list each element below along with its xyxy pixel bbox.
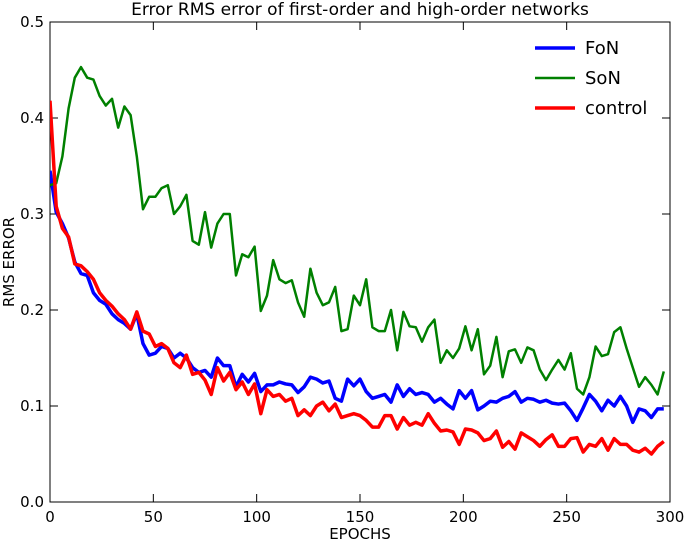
x-axis-title: EPOCHS [329, 525, 391, 540]
y-axis-title: RMS ERROR [0, 217, 18, 307]
x-tick-label: 100 [242, 508, 271, 526]
series-line-son [50, 65, 666, 396]
plot-frame [49, 21, 671, 503]
legend-label-son: SoN [585, 68, 621, 89]
series-layer [50, 65, 666, 456]
chart-title: Error RMS error of first-order and high-… [131, 0, 589, 20]
y-tick-label: 0.0 [20, 493, 44, 511]
y-tick-label: 0.2 [20, 301, 44, 319]
x-tick-label: 50 [144, 508, 163, 526]
legend-label-fon: FoN [585, 38, 619, 59]
axis-ticks: 0 50 100 150 200 250 300 0.0 0.1 0.2 0.3 0.4 0.5 [20, 13, 684, 526]
y-tick-label: 0.4 [20, 109, 44, 127]
y-tick-label: 0.5 [20, 13, 44, 31]
series-line-fon [50, 170, 664, 425]
y-tick-label: 0.3 [20, 205, 44, 223]
x-tick-label: 0 [45, 508, 55, 526]
x-tick-label: 300 [656, 508, 685, 526]
x-tick-label: 200 [449, 508, 478, 526]
legend: FoN SoN control [535, 38, 647, 119]
legend-label-control: control [585, 98, 647, 119]
x-tick-label: 250 [552, 508, 581, 526]
y-tick-label: 0.1 [20, 397, 44, 415]
series-line-control [50, 100, 665, 456]
x-tick-label: 150 [346, 508, 375, 526]
